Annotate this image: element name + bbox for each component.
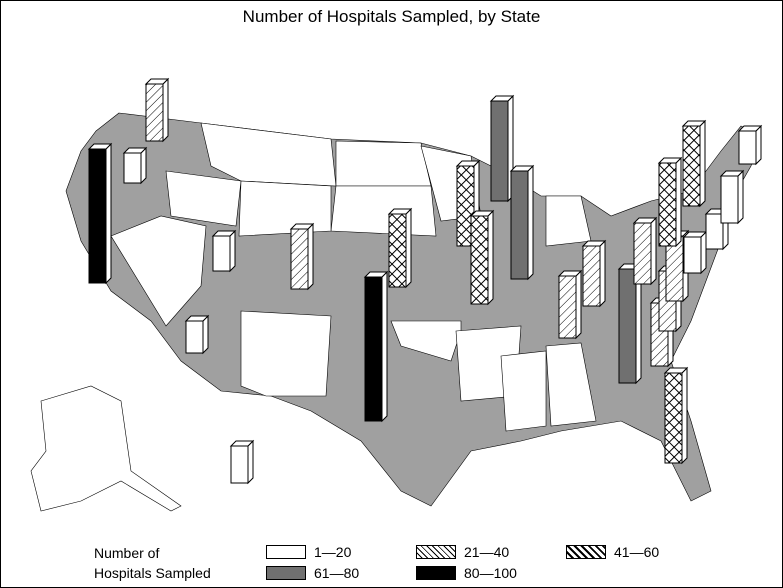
bar-80-100 xyxy=(87,142,113,285)
crosshatch-swatch xyxy=(566,545,606,559)
bar-1-20 xyxy=(704,207,730,251)
bar-80-100 xyxy=(363,270,389,423)
legend-item-1-20: 1—20 xyxy=(266,544,351,560)
bar-1-20 xyxy=(719,169,745,225)
bar-61-80 xyxy=(489,94,515,203)
bar-41-60 xyxy=(387,207,413,289)
legend-title-line1: Number of xyxy=(94,545,160,561)
legend-label: 61—80 xyxy=(314,565,360,581)
hatch-swatch xyxy=(416,545,456,559)
bar-1-20 xyxy=(737,124,763,166)
bar-1-20 xyxy=(122,146,148,185)
legend-title: Number of Hospitals Sampled xyxy=(94,543,211,583)
black-swatch xyxy=(416,566,456,580)
bar-21-40 xyxy=(632,216,658,286)
legend-label: 1—20 xyxy=(314,544,352,560)
bar-61-80 xyxy=(509,164,535,281)
bars-layer xyxy=(87,77,763,485)
legend-item-21-40: 21—40 xyxy=(416,544,509,560)
bar-61-80 xyxy=(617,262,643,385)
bar-41-60 xyxy=(681,119,707,208)
bar-21-40 xyxy=(289,222,315,291)
white-states xyxy=(110,122,597,432)
bar-1-20 xyxy=(229,439,255,485)
legend-label: 21—40 xyxy=(464,544,510,560)
bar-21-40 xyxy=(557,269,583,340)
gray-swatch xyxy=(266,566,306,580)
legend-item-41-60: 41—60 xyxy=(566,544,659,560)
bar-21-40 xyxy=(144,77,170,143)
legend-title-line2: Hospitals Sampled xyxy=(94,565,211,581)
bar-21-40 xyxy=(581,239,607,308)
map-title: Number of Hospitals Sampled, by State xyxy=(242,7,541,26)
bar-1-20 xyxy=(682,230,708,275)
legend-label: 41—60 xyxy=(614,544,660,560)
bar-41-60 xyxy=(657,156,683,248)
alaska xyxy=(30,385,182,512)
legend-item-61-80: 61—80 xyxy=(266,565,359,581)
legend-item-80-100: 80—100 xyxy=(416,565,517,581)
legend-label: 80—100 xyxy=(464,565,517,581)
bar-1-20 xyxy=(184,314,210,355)
bar-41-60 xyxy=(663,366,689,465)
bar-41-60 xyxy=(469,209,495,306)
bar-1-20 xyxy=(211,229,237,273)
white-swatch xyxy=(266,545,306,559)
